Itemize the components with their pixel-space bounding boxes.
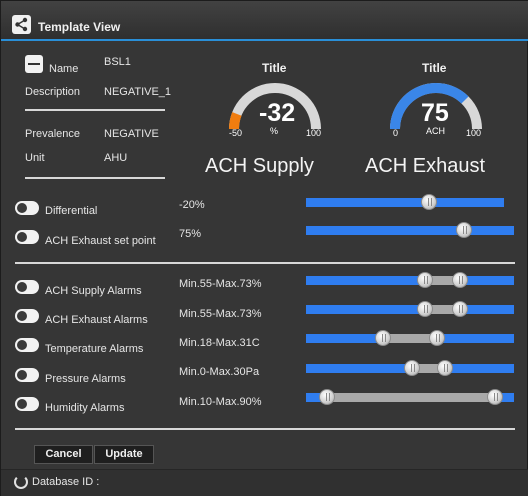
setpoint-label: ACH Exhaust set point [45, 235, 156, 247]
gauge-title: Title [422, 61, 447, 75]
gauge-caption: ACH Exhaust [365, 155, 486, 177]
alarm-label: Pressure Alarms [45, 373, 126, 385]
humidity-alarms-range-slider[interactable] [306, 389, 514, 405]
spinner-icon [14, 475, 28, 489]
share-icon [12, 15, 31, 34]
min-knob[interactable] [318, 389, 335, 405]
alarm-value: Min.55-Max.73% [179, 278, 262, 290]
range-fill [412, 364, 446, 373]
temperature-alarms-range-slider[interactable] [306, 330, 514, 346]
title-bar: Template View [1, 1, 528, 41]
section-divider [15, 262, 515, 264]
max-knob[interactable] [429, 330, 446, 346]
gauge-value: 75 [421, 99, 449, 127]
unit-value: AHU [104, 152, 128, 164]
info-divider-2 [25, 177, 165, 179]
max-knob[interactable] [451, 272, 468, 288]
range-fill [424, 305, 460, 314]
alarm-value: Min.10-Max.90% [179, 396, 262, 408]
range-fill [424, 276, 460, 285]
gauge-caption: ACH Supply [205, 155, 314, 177]
min-knob[interactable] [416, 301, 433, 317]
prevalence-value: NEGATIVE [104, 128, 159, 140]
alarm-value: Min.18-Max.31C [179, 337, 260, 349]
slider-knob[interactable] [456, 222, 473, 238]
max-knob[interactable] [487, 389, 504, 405]
gauge-min: 0 [393, 128, 399, 138]
alarm-label: Humidity Alarms [45, 402, 125, 414]
gauge-unit: ACH [426, 126, 446, 136]
setpoint-value: -20% [179, 199, 205, 211]
differential-toggle[interactable] [15, 201, 39, 215]
alarm-label: ACH Supply Alarms [45, 285, 142, 297]
alarm-value: Min.55-Max.73% [179, 308, 262, 320]
prevalence-label: Prevalence [25, 128, 81, 140]
ach-exhaust-alarms-toggle[interactable] [15, 309, 39, 323]
range-fill [326, 393, 496, 402]
min-knob[interactable] [404, 360, 421, 376]
gauge-value: -32 [259, 99, 296, 127]
setpoint-value: 75% [179, 228, 202, 240]
minus-icon[interactable] [25, 55, 43, 73]
info-divider-1 [25, 109, 165, 111]
alarm-value: Min.0-Max.30Pa [179, 366, 260, 378]
section-divider [15, 428, 515, 430]
ach-exhaust-setpoint-slider[interactable] [306, 222, 514, 238]
pressure-alarms-range-slider[interactable] [306, 360, 514, 376]
ach-exhaust-setpoint-toggle[interactable] [15, 230, 39, 244]
alarm-label: ACH Exhaust Alarms [45, 314, 148, 326]
min-knob[interactable] [416, 272, 433, 288]
gauge-unit: % [270, 126, 279, 136]
cancel-button[interactable]: Cancel [34, 445, 93, 464]
description-value: NEGATIVE_1 [104, 86, 172, 98]
status-footer [1, 469, 528, 496]
range-fill [382, 334, 438, 343]
update-button[interactable]: Update [94, 445, 154, 464]
description-label: Description [25, 86, 81, 98]
ach-exhaust-alarms-range-slider[interactable] [306, 301, 514, 317]
humidity-alarms-toggle[interactable] [15, 397, 39, 411]
gauge-fill [229, 112, 242, 130]
temperature-alarms-toggle[interactable] [15, 338, 39, 352]
name-value: BSL1 [104, 56, 131, 68]
ach-supply-alarms-range-slider[interactable] [306, 272, 514, 288]
gauge-max: 100 [306, 128, 322, 138]
max-knob[interactable] [437, 360, 454, 376]
name-label: Name [49, 63, 79, 75]
alarm-label: Temperature Alarms [45, 343, 144, 355]
gauge-arc [229, 83, 321, 130]
database-id-label: Database ID : [32, 476, 100, 488]
window-title: Template View [38, 20, 121, 34]
slider-knob[interactable] [420, 194, 437, 210]
unit-label: Unit [25, 152, 45, 164]
gauge-min: -50 [229, 128, 243, 138]
max-knob[interactable] [451, 301, 468, 317]
differential-slider[interactable] [306, 194, 504, 210]
gauge-max: 100 [466, 128, 482, 138]
gauge-fill [390, 83, 469, 130]
ach-supply-alarms-toggle[interactable] [15, 280, 39, 294]
pressure-alarms-toggle[interactable] [15, 368, 39, 382]
setpoint-label: Differential [45, 205, 98, 217]
gauge-arc [390, 83, 482, 130]
min-knob[interactable] [374, 330, 391, 346]
gauge-title: Title [262, 61, 287, 75]
